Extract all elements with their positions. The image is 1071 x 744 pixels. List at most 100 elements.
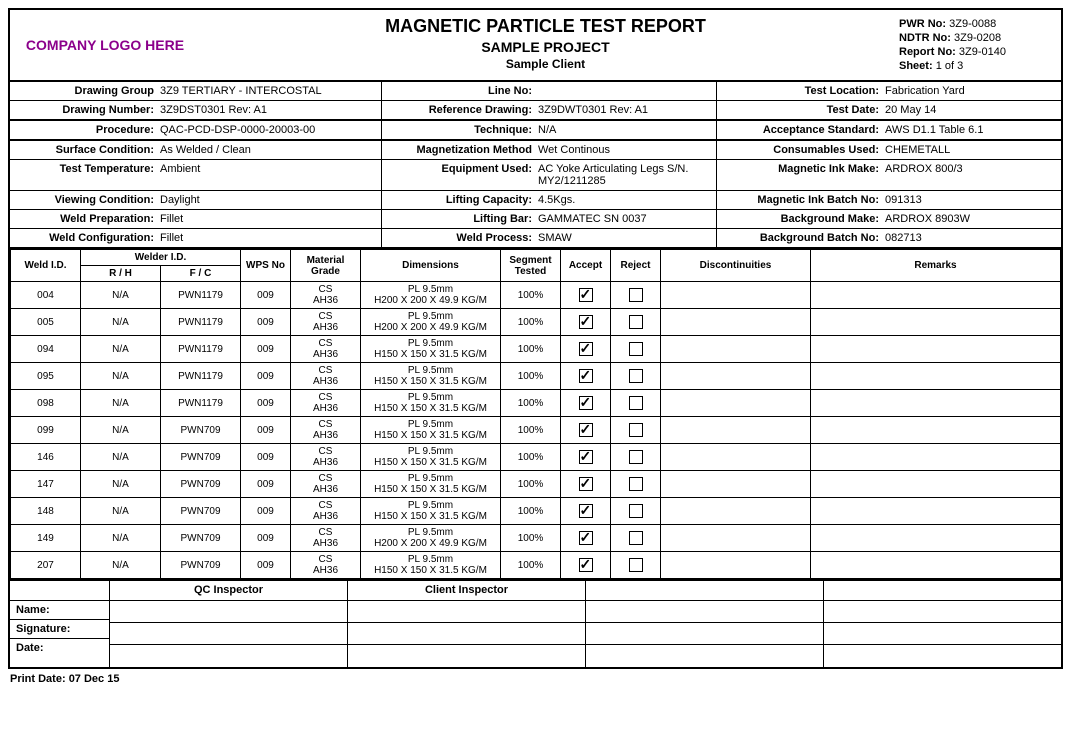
info-value: Ambient	[158, 163, 375, 187]
cell-reject	[611, 471, 661, 498]
cell-accept	[561, 363, 611, 390]
sig-col-client: Client Inspector	[348, 581, 586, 667]
cell-accept	[561, 552, 611, 579]
info-value: AC Yoke Articulating Legs S/N. MY2/12112…	[536, 163, 710, 187]
info-label: Magnetic Ink Make:	[723, 163, 883, 187]
cell-discontinuities	[661, 471, 811, 498]
table-row: 005N/APWN1179009CSAH36PL 9.5mmH200 X 200…	[11, 309, 1061, 336]
cell-rh: N/A	[81, 417, 161, 444]
cell-rh: N/A	[81, 498, 161, 525]
checkbox-accept	[579, 477, 593, 491]
cell-weld-id: 099	[11, 417, 81, 444]
pwr-no-label: PWR No:	[899, 18, 946, 30]
cell-segment: 100%	[501, 525, 561, 552]
cell-segment: 100%	[501, 363, 561, 390]
report-title: MAGNETIC PARTICLE TEST REPORT	[206, 16, 885, 37]
company-logo-placeholder: COMPANY LOGO HERE	[10, 10, 200, 80]
th-discontinuities: Discontinuities	[661, 250, 811, 282]
th-accept: Accept	[561, 250, 611, 282]
cell-dimensions: PL 9.5mmH200 X 200 X 49.9 KG/M	[361, 309, 501, 336]
cell-reject	[611, 336, 661, 363]
info-label: Line No:	[388, 85, 536, 97]
cell-accept	[561, 471, 611, 498]
cell-material: CSAH36	[291, 525, 361, 552]
info-value: Wet Continous	[536, 144, 710, 156]
checkbox-reject	[629, 288, 643, 302]
report-header: COMPANY LOGO HERE MAGNETIC PARTICLE TEST…	[10, 10, 1061, 82]
checkbox-accept	[579, 531, 593, 545]
report: COMPANY LOGO HERE MAGNETIC PARTICLE TEST…	[8, 8, 1063, 669]
info-row: Drawing Number:3Z9DST0301 Rev: A1Referen…	[10, 101, 1061, 121]
checkbox-accept	[579, 504, 593, 518]
table-row: 207N/APWN709009CSAH36PL 9.5mmH150 X 150 …	[11, 552, 1061, 579]
cell-reject	[611, 309, 661, 336]
cell-segment: 100%	[501, 471, 561, 498]
th-wps: WPS No	[241, 250, 291, 282]
info-label: Viewing Condition:	[16, 194, 158, 206]
cell-weld-id: 095	[11, 363, 81, 390]
cell-dimensions: PL 9.5mmH200 X 200 X 49.9 KG/M	[361, 282, 501, 309]
info-label: Lifting Bar:	[388, 213, 536, 225]
info-value: As Welded / Clean	[158, 144, 375, 156]
info-value: N/A	[536, 124, 710, 136]
cell-remarks	[811, 390, 1061, 417]
cell-accept	[561, 444, 611, 471]
title-block: MAGNETIC PARTICLE TEST REPORT SAMPLE PRO…	[200, 10, 891, 80]
cell-material: CSAH36	[291, 444, 361, 471]
table-row: 098N/APWN1179009CSAH36PL 9.5mmH150 X 150…	[11, 390, 1061, 417]
info-label: Technique:	[388, 124, 536, 136]
cell-rh: N/A	[81, 552, 161, 579]
info-row: Test Temperature:AmbientEquipment Used:A…	[10, 160, 1061, 191]
info-value: AWS D1.1 Table 6.1	[883, 124, 1055, 136]
info-value: 3Z9DWT0301 Rev: A1	[536, 104, 710, 116]
cell-material: CSAH36	[291, 552, 361, 579]
cell-fc: PWN1179	[161, 309, 241, 336]
checkbox-reject	[629, 342, 643, 356]
cell-weld-id: 098	[11, 390, 81, 417]
cell-weld-id: 094	[11, 336, 81, 363]
info-row: Procedure:QAC-PCD-DSP-0000-20003-00Techn…	[10, 121, 1061, 141]
info-row: Viewing Condition:DaylightLifting Capaci…	[10, 191, 1061, 210]
cell-weld-id: 005	[11, 309, 81, 336]
info-value: 3Z9DST0301 Rev: A1	[158, 104, 375, 116]
sig-client-header: Client Inspector	[348, 581, 585, 601]
info-label: Background Batch No:	[723, 232, 883, 244]
cell-rh: N/A	[81, 525, 161, 552]
checkbox-accept	[579, 315, 593, 329]
cell-fc: PWN709	[161, 552, 241, 579]
report-no: 3Z9-0140	[959, 46, 1006, 58]
project-name: SAMPLE PROJECT	[206, 39, 885, 55]
cell-fc: PWN709	[161, 498, 241, 525]
table-row: 149N/APWN709009CSAH36PL 9.5mmH200 X 200 …	[11, 525, 1061, 552]
cell-discontinuities	[661, 390, 811, 417]
cell-wps: 009	[241, 552, 291, 579]
info-label: Lifting Capacity:	[388, 194, 536, 206]
cell-fc: PWN709	[161, 417, 241, 444]
cell-fc: PWN1179	[161, 336, 241, 363]
info-row: Weld Configuration:FilletWeld Process:SM…	[10, 229, 1061, 249]
cell-segment: 100%	[501, 417, 561, 444]
cell-rh: N/A	[81, 309, 161, 336]
checkbox-reject	[629, 504, 643, 518]
cell-rh: N/A	[81, 390, 161, 417]
info-value: 20 May 14	[883, 104, 1055, 116]
cell-remarks	[811, 336, 1061, 363]
cell-wps: 009	[241, 498, 291, 525]
sig-col-3	[586, 581, 824, 667]
sheet-value: 1 of 3	[936, 60, 964, 72]
cell-reject	[611, 525, 661, 552]
report-no-label: Report No:	[899, 46, 956, 58]
cell-accept	[561, 525, 611, 552]
signature-labels: Name: Signature: Date:	[10, 581, 110, 667]
info-label: Test Date:	[723, 104, 883, 116]
cell-discontinuities	[661, 309, 811, 336]
cell-remarks	[811, 552, 1061, 579]
cell-reject	[611, 552, 661, 579]
checkbox-reject	[629, 396, 643, 410]
info-value: GAMMATEC SN 0037	[536, 213, 710, 225]
info-label: Test Location:	[723, 85, 883, 97]
cell-segment: 100%	[501, 498, 561, 525]
cell-dimensions: PL 9.5mmH150 X 150 X 31.5 KG/M	[361, 471, 501, 498]
info-label: Surface Condition:	[16, 144, 158, 156]
cell-weld-id: 004	[11, 282, 81, 309]
